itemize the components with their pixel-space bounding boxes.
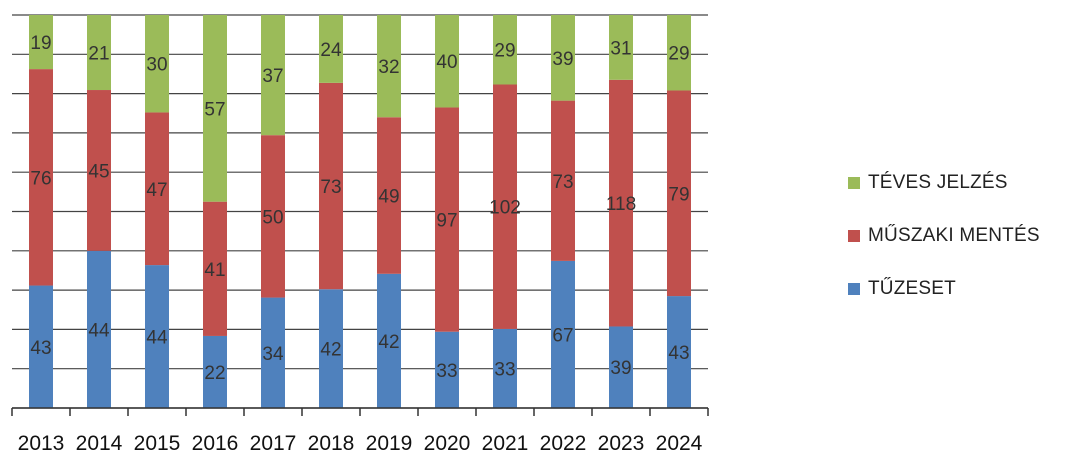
bar-téves-jelzés-2019 [377,15,401,118]
bar-téves-jelzés-2016 [203,15,227,202]
bar-tűzeset-2015 [145,265,169,408]
data-label-2014-0: 44 [88,320,110,341]
bar-műszaki-mentés-2013 [29,69,53,286]
data-label-2019-0: 42 [378,332,399,353]
data-label-2023-1: 118 [606,194,636,215]
data-label-2018-0: 42 [320,340,341,361]
bar-téves-jelzés-2021 [493,15,517,85]
bar-tűzeset-2023 [609,326,633,408]
bar-tűzeset-2021 [493,328,517,408]
data-label-2014-1: 45 [88,161,109,182]
data-label-2022-1: 73 [552,172,573,193]
x-tick-label-2015: 2015 [134,432,181,455]
data-label-2024-2: 29 [668,44,689,65]
bar-tűzeset-2014 [87,250,111,408]
gridlines [12,14,708,409]
data-label-2022-0: 67 [552,325,573,346]
bar-téves-jelzés-2024 [667,15,691,91]
bar-műszaki-mentés-2024 [667,90,691,297]
data-label-2015-1: 47 [146,180,167,201]
bar-tűzeset-2020 [435,331,459,408]
data-label-2017-0: 34 [262,344,284,365]
data-label-2015-0: 44 [146,328,168,349]
legend-label-muszaki-mentes: MŰSZAKI MENTÉS [868,225,1040,246]
data-label-2016-1: 41 [204,260,225,281]
data-label-2020-1: 97 [436,211,457,232]
bar-téves-jelzés-2013 [29,15,53,70]
bar-tűzeset-2024 [667,296,691,408]
legend-item-teves-jelzes: TÉVES JELZÉS [848,170,1040,196]
bar-téves-jelzés-2015 [145,15,169,113]
data-label-2013-0: 43 [30,338,51,359]
bar-tűzeset-2022 [551,260,575,408]
bar-téves-jelzés-2020 [435,15,459,108]
bar-műszaki-mentés-2021 [493,84,517,329]
data-label-2017-2: 37 [262,66,283,87]
bar-téves-jelzés-2014 [87,15,111,91]
bar-tűzeset-2018 [319,289,343,408]
legend-item-muszaki-mentes: MŰSZAKI MENTÉS [848,223,1040,249]
x-tick-label-2024: 2024 [656,432,703,455]
x-axis: 2013 2014 2015 2016 2017 2018 2019 2020 2021 2022… [11,407,709,455]
data-label-2023-2: 31 [610,38,631,59]
legend-item-tuzeset: TŰZESET [848,276,1040,302]
data-label-2023-0: 39 [610,358,631,379]
bar-tűzeset-2017 [261,297,285,408]
x-tick-label-2019: 2019 [366,432,413,455]
bar-műszaki-mentés-2022 [551,100,575,261]
bar-műszaki-mentés-2016 [203,201,227,336]
bar-műszaki-mentés-2018 [319,82,343,290]
data-label-2019-2: 32 [378,57,399,78]
legend-label-tuzeset: TŰZESET [868,278,956,299]
bar-műszaki-mentés-2023 [609,79,633,327]
bar-műszaki-mentés-2017 [261,135,285,298]
data-label-2022-2: 39 [552,49,573,70]
bar-műszaki-mentés-2020 [435,107,459,332]
bar-műszaki-mentés-2019 [377,117,401,274]
data-label-2024-1: 79 [668,184,689,205]
data-label-2014-2: 21 [88,44,109,65]
data-label-2013-1: 76 [30,168,51,189]
legend-swatch-muszaki-mentes [848,230,860,242]
bar-tűzeset-2013 [29,285,53,408]
data-label-2017-1: 50 [262,207,283,228]
legend-swatch-teves-jelzes [848,177,860,189]
bar-műszaki-mentés-2014 [87,90,111,251]
data-label-2016-0: 22 [204,363,225,384]
bar-téves-jelzés-2023 [609,15,633,80]
data-label-2018-2: 24 [320,40,342,61]
data-label-2020-0: 33 [436,361,457,382]
bar-műszaki-mentés-2015 [145,112,169,266]
data-label-2020-2: 40 [436,52,457,73]
x-tick-label-2021: 2021 [482,432,529,455]
x-tick-label-2014: 2014 [76,432,123,455]
bar-téves-jelzés-2022 [551,15,575,101]
legend-label-teves-jelzes: TÉVES JELZÉS [868,172,1008,193]
bars [29,15,691,408]
legend: TÉVES JELZÉS MŰSZAKI MENTÉS TŰZESET [848,170,1040,329]
bar-téves-jelzés-2018 [319,15,343,83]
data-label-2013-2: 19 [30,33,51,54]
legend-swatch-tuzeset [848,283,860,295]
data-label-2016-2: 57 [204,99,225,120]
data-label-2021-2: 29 [494,41,515,62]
x-tick-label-2013: 2013 [18,432,65,455]
x-tick-label-2017: 2017 [250,432,297,455]
data-label-2015-2: 30 [146,55,167,76]
x-tick-label-2020: 2020 [424,432,471,455]
data-label-2024-0: 43 [668,343,689,364]
data-label-2021-1: 102 [489,198,521,219]
data-label-2019-1: 49 [378,187,399,208]
data-label-2021-0: 33 [494,359,515,380]
x-tick-label-2018: 2018 [308,432,355,455]
bar-tűzeset-2016 [203,335,227,408]
x-tick-label-2023: 2023 [598,432,645,455]
x-tick-label-2022: 2022 [540,432,587,455]
data-label-2018-1: 73 [320,177,341,198]
data-labels: 43 76 19 44 45 21 44 47 30 22 41 57 34 50 37 42 73 24 42 49… [30,33,689,384]
x-tick-label-2016: 2016 [192,432,239,455]
bar-tűzeset-2019 [377,273,401,408]
bar-téves-jelzés-2017 [261,15,285,136]
